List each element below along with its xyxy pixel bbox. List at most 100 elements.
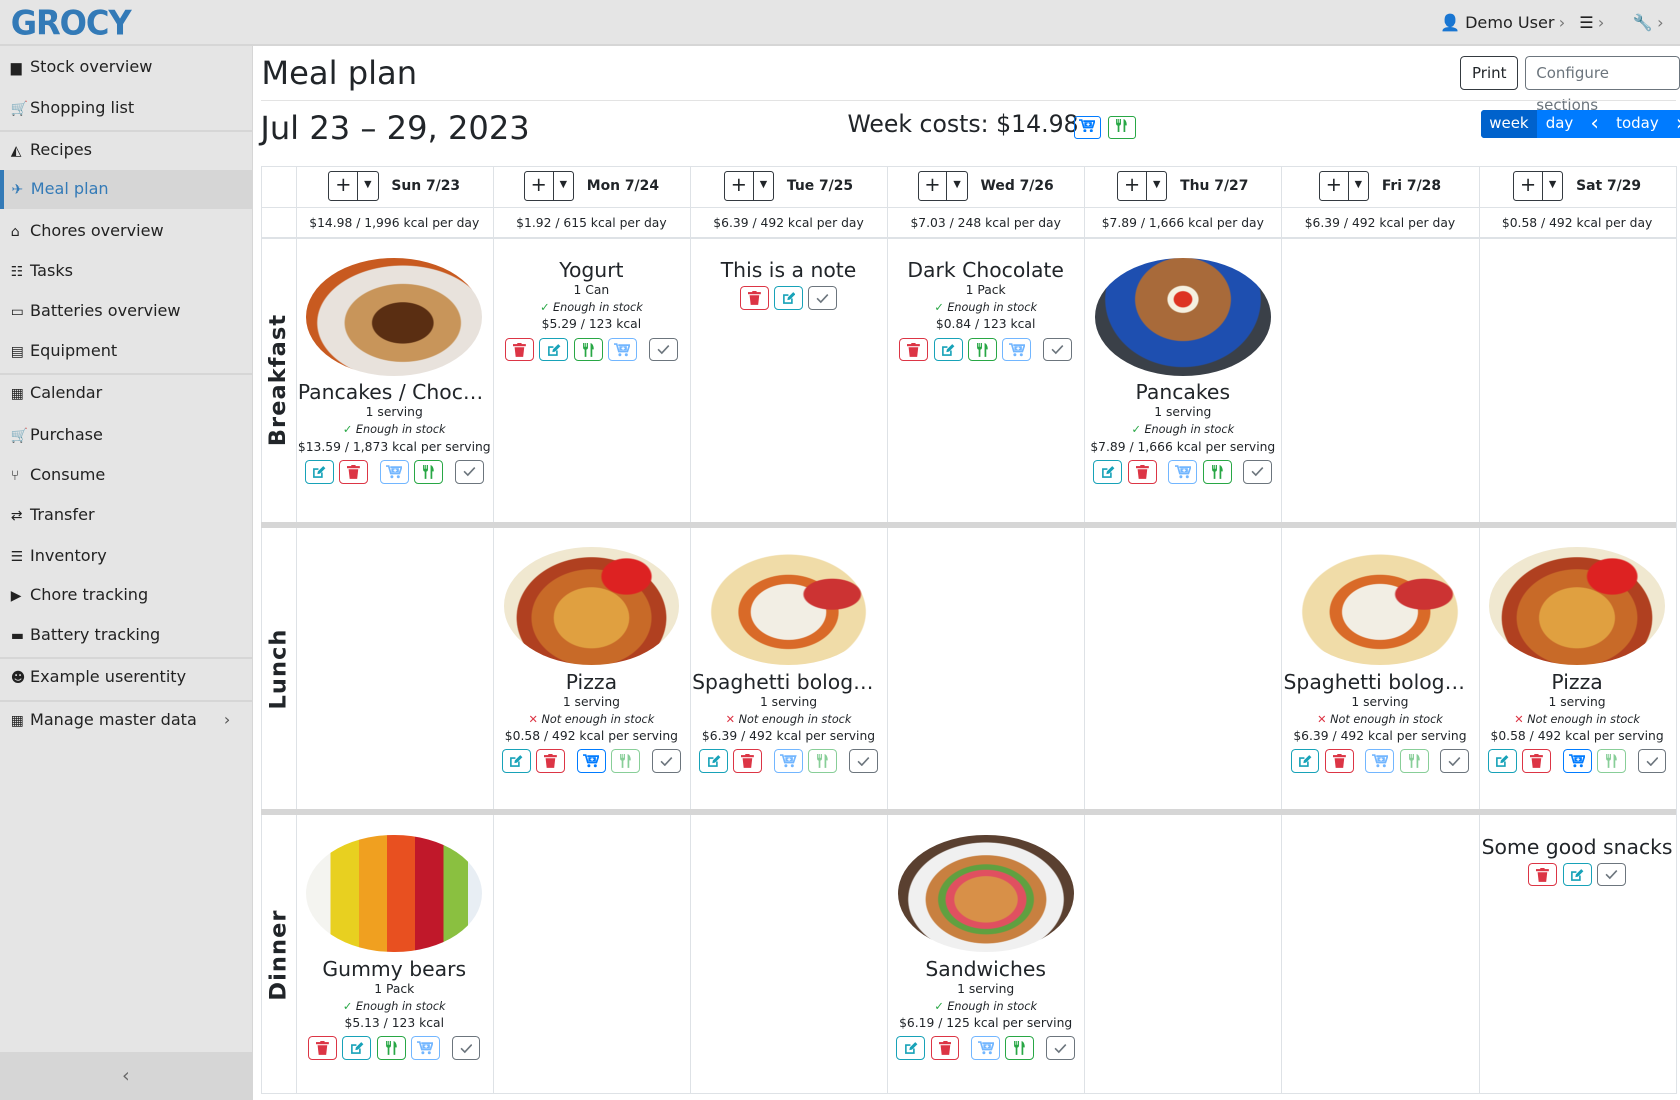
consume-button[interactable] (1005, 1036, 1035, 1060)
delete-button[interactable] (1528, 862, 1558, 887)
edit-button[interactable] (501, 749, 531, 773)
sidebar-item-transfer[interactable]: ⇄ Transfer (0, 496, 252, 535)
add-to-shopping-list-button[interactable] (774, 749, 803, 773)
week-consume-button[interactable] (1107, 115, 1136, 140)
grocy-logo[interactable]: GROCY (10, 3, 132, 44)
tools-menu[interactable]: 🔧 › (1633, 13, 1664, 32)
edit-button[interactable] (1093, 460, 1123, 484)
sidebar-item-batteries-overview[interactable]: ▭ Batteries overview (0, 292, 252, 331)
consume-button[interactable] (611, 749, 641, 773)
sidebar-item-equipment[interactable]: ▤ Equipment (0, 332, 252, 371)
entry-name[interactable]: Sandwiches (925, 956, 1046, 981)
add-meal-button[interactable]: + (1519, 173, 1537, 197)
sidebar-collapse-button[interactable]: ‹ (0, 1052, 252, 1100)
user-menu[interactable]: 👤 Demo User › (1440, 13, 1565, 32)
sidebar-item-chores-overview[interactable]: ⌂ Chores overview (0, 212, 252, 251)
mark-done-button[interactable] (1046, 1036, 1076, 1060)
consume-button[interactable] (414, 460, 443, 484)
add-meal-button-group[interactable]: + ▼ (523, 171, 574, 202)
delete-button[interactable] (308, 1036, 337, 1060)
add-to-shopping-list-button[interactable] (971, 1036, 1001, 1060)
edit-button[interactable] (774, 286, 803, 311)
previous-button[interactable]: ‹ (1590, 111, 1599, 137)
add-meal-dropdown-icon[interactable]: ▼ (1347, 172, 1368, 201)
add-meal-button[interactable]: + (530, 173, 547, 197)
sidebar-item-stock-overview[interactable]: ▆ Stock overview (0, 48, 252, 87)
add-to-shopping-list-button[interactable] (1002, 337, 1032, 362)
consume-button[interactable] (1399, 749, 1429, 773)
entry-name[interactable]: Spaghetti bolognese (1283, 669, 1479, 694)
today-button[interactable]: today (1616, 114, 1659, 133)
sidebar-item-battery-tracking[interactable]: ▬ Battery tracking (0, 616, 252, 655)
add-meal-button-group[interactable]: + ▼ (328, 171, 379, 202)
add-meal-button[interactable]: + (1325, 173, 1342, 197)
add-to-shopping-list-button[interactable] (1365, 749, 1395, 773)
entry-name[interactable]: Dark Chocolate (907, 258, 1064, 283)
sidebar-item-shopping-list[interactable]: 🛒 Shopping list (0, 89, 252, 128)
sidebar-item-recipes[interactable]: ◭ Recipes (0, 131, 252, 170)
sidebar-item-tasks[interactable]: ☷ Tasks (0, 252, 252, 291)
sidebar-item-consume[interactable]: ⑂ Consume (0, 456, 252, 495)
mark-done-button[interactable] (1440, 749, 1470, 773)
mark-done-button[interactable] (651, 749, 681, 773)
consume-button[interactable] (573, 337, 603, 362)
delete-button[interactable] (930, 1036, 960, 1060)
add-to-shopping-list-button[interactable] (379, 460, 409, 484)
add-to-shopping-list-button[interactable] (576, 749, 606, 773)
edit-button[interactable] (1487, 749, 1517, 773)
delete-button[interactable] (739, 286, 769, 311)
add-meal-button[interactable]: + (924, 173, 941, 197)
add-meal-button[interactable]: + (730, 173, 747, 197)
consume-button[interactable] (967, 337, 997, 362)
edit-button[interactable] (933, 337, 963, 362)
entry-name[interactable]: Gummy bears (322, 956, 467, 981)
add-to-shopping-list-button[interactable] (1562, 749, 1592, 773)
delete-button[interactable] (339, 460, 369, 484)
edit-button[interactable] (539, 337, 569, 362)
add-to-shopping-list-button[interactable] (1168, 460, 1198, 484)
delete-button[interactable] (536, 749, 566, 773)
next-button[interactable]: › (1667, 110, 1680, 138)
mark-done-button[interactable] (648, 337, 678, 362)
configure-sections-button[interactable]: Configure sections (1524, 55, 1680, 114)
add-to-shopping-list-button[interactable] (607, 337, 637, 362)
add-meal-button[interactable]: + (1124, 173, 1141, 197)
print-button[interactable]: Print (1460, 55, 1519, 90)
entry-name[interactable]: Yogurt (559, 258, 624, 283)
consume-button[interactable] (808, 749, 838, 773)
consume-button[interactable] (1202, 460, 1232, 484)
entry-name[interactable]: Pancakes / Chocol... (297, 380, 493, 405)
add-meal-button-group[interactable]: + ▼ (723, 171, 775, 202)
add-meal-dropdown-icon[interactable]: ▼ (1541, 172, 1562, 201)
add-to-shopping-list-button[interactable] (410, 1036, 440, 1060)
mark-done-button[interactable] (1042, 337, 1072, 362)
add-meal-dropdown-icon[interactable]: ▼ (946, 172, 966, 201)
add-meal-dropdown-icon[interactable]: ▼ (357, 172, 377, 201)
add-meal-button-group[interactable]: + ▼ (1318, 171, 1369, 202)
mark-done-button[interactable] (1637, 749, 1667, 773)
add-meal-dropdown-icon[interactable]: ▼ (1146, 172, 1166, 201)
delete-button[interactable] (1521, 749, 1551, 773)
sidebar-item-chore-tracking[interactable]: ▶ Chore tracking (0, 576, 252, 615)
entry-name[interactable]: Pizza (565, 669, 618, 694)
add-meal-dropdown-icon[interactable]: ▼ (552, 172, 573, 201)
delete-button[interactable] (505, 337, 535, 362)
edit-button[interactable] (1562, 862, 1592, 887)
mark-done-button[interactable] (451, 1036, 481, 1060)
add-meal-button-group[interactable]: + ▼ (917, 171, 968, 202)
edit-button[interactable] (304, 460, 334, 484)
week-add-to-shopping-list-button[interactable] (1073, 115, 1102, 140)
settings-menu[interactable]: ☰ › (1579, 13, 1604, 32)
mark-done-button[interactable] (1243, 460, 1273, 484)
sidebar-item-manage-master-data[interactable]: ▦ Manage master data › (0, 701, 252, 740)
consume-button[interactable] (1596, 749, 1626, 773)
day-view-button[interactable]: day (1545, 114, 1574, 133)
sidebar-item-inventory[interactable]: ☰ Inventory (0, 537, 252, 576)
delete-button[interactable] (733, 749, 763, 773)
delete-button[interactable] (1127, 460, 1157, 484)
edit-button[interactable] (896, 1036, 926, 1060)
edit-button[interactable] (699, 749, 729, 773)
delete-button[interactable] (1324, 749, 1354, 773)
week-view-button[interactable]: week (1480, 110, 1538, 139)
delete-button[interactable] (899, 337, 929, 362)
